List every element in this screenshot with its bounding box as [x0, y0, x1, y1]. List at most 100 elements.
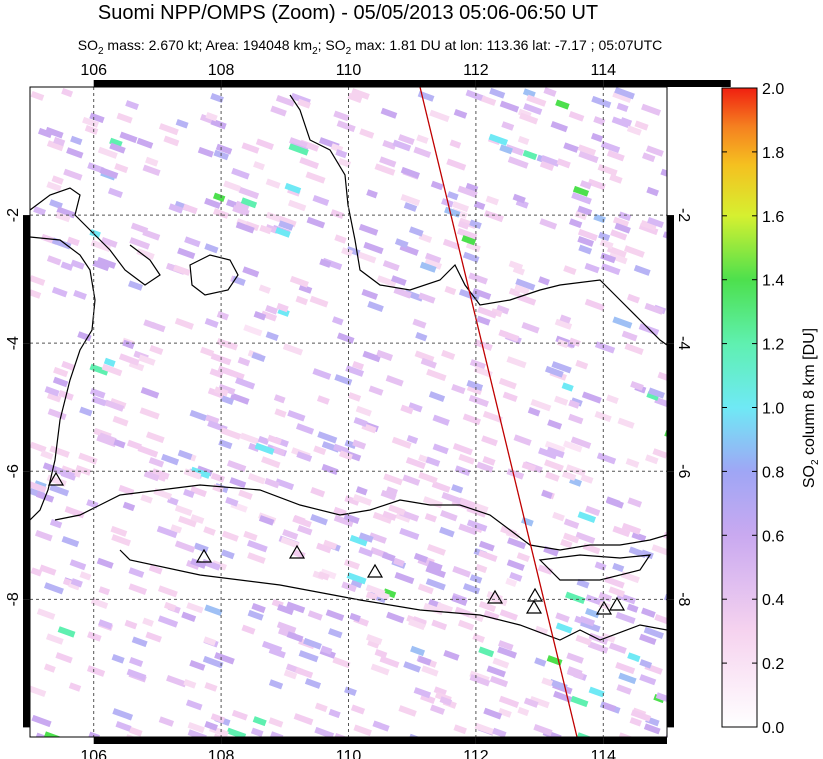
- so2-pixel: [112, 415, 129, 427]
- subscript: 2: [98, 46, 104, 57]
- volcano: [526, 587, 544, 602]
- so2-pixel: [223, 180, 242, 192]
- so2-pixel: [57, 626, 76, 638]
- so2-pixel: [173, 264, 191, 276]
- so2-pixel: [628, 546, 647, 558]
- so2-pixel: [317, 571, 330, 581]
- so2-pixel: [568, 218, 583, 229]
- so2-pixel: [415, 332, 428, 342]
- so2-pixel: [278, 215, 297, 228]
- so2-pixel: [472, 633, 485, 643]
- so2-pixel: [213, 733, 228, 737]
- so2-pixel: [92, 260, 110, 272]
- so2-pixel: [314, 702, 328, 713]
- so2-pixel: [30, 275, 46, 286]
- so2-pixel: [56, 206, 76, 219]
- so2-pixel: [639, 633, 657, 645]
- so2-pixel: [284, 182, 302, 194]
- so2-pixel: [432, 414, 450, 426]
- so2-pixel: [590, 132, 604, 143]
- so2-pixel: [575, 634, 592, 646]
- so2-pixel: [615, 661, 636, 675]
- so2-pixel: [31, 714, 52, 728]
- so2-pixel: [509, 572, 523, 582]
- so2-pixel: [294, 666, 314, 679]
- so2-pixel: [506, 468, 525, 480]
- so2-pixel: [563, 265, 577, 275]
- so2-pixel: [579, 180, 592, 190]
- y-tick-label: -4: [675, 336, 692, 350]
- so2-pixel: [612, 216, 630, 228]
- so2-pixel: [45, 633, 64, 645]
- so2-pixel: [51, 175, 64, 185]
- so2-pixel: [587, 641, 609, 654]
- so2-pixel: [186, 559, 200, 570]
- colorbar-tick-label: 1.0: [762, 401, 784, 418]
- so2-pixel: [526, 94, 547, 107]
- so2-pixel: [604, 576, 625, 589]
- so2-pixel: [69, 559, 87, 571]
- so2-pixel: [138, 354, 156, 366]
- so2-pixel: [402, 474, 421, 486]
- so2-pixel: [543, 545, 559, 557]
- so2-pixel: [545, 365, 564, 378]
- so2-pixel: [287, 410, 306, 422]
- so2-pixel: [498, 377, 517, 390]
- so2-pixel: [570, 436, 592, 449]
- so2-pixel: [325, 609, 345, 621]
- so2-pixel: [90, 239, 111, 253]
- so2-pixel: [372, 511, 393, 524]
- so2-pixel: [476, 461, 494, 473]
- so2-pixel: [235, 377, 256, 390]
- so2-pixel: [53, 366, 69, 378]
- so2-pixel: [469, 219, 482, 230]
- so2-pixel: [400, 404, 414, 415]
- so2-pixel: [498, 329, 520, 342]
- so2-pixel: [247, 473, 266, 485]
- y-tick-label: -6: [675, 464, 692, 478]
- so2-pixel: [594, 341, 616, 354]
- so2-pixel: [418, 233, 433, 243]
- so2-pixel: [168, 203, 184, 214]
- so2-pixel: [478, 540, 495, 552]
- so2-pixel: [149, 345, 164, 356]
- so2-pixel: [562, 532, 580, 544]
- so2-pixel: [174, 317, 194, 330]
- so2-pixel: [597, 163, 618, 177]
- so2-pixel: [203, 526, 216, 536]
- so2-pixel: [183, 488, 195, 499]
- so2-pixel: [174, 504, 193, 517]
- so2-pixel: [555, 612, 570, 623]
- so2-pixel: [61, 535, 80, 548]
- so2-pixel: [299, 157, 320, 170]
- so2-pixel: [99, 167, 119, 179]
- so2-pixel: [643, 626, 664, 639]
- frame-bar: [603, 80, 731, 87]
- so2-pixel: [241, 624, 256, 635]
- so2-pixel: [239, 432, 260, 445]
- so2-pixel: [408, 618, 426, 631]
- so2-pixel: [425, 565, 446, 578]
- so2-pixel: [482, 456, 496, 466]
- so2-pixel: [414, 350, 435, 363]
- so2-pixel: [645, 145, 664, 157]
- so2-pixel: [268, 647, 286, 659]
- so2-pixel: [129, 656, 144, 668]
- so2-pixel: [258, 284, 271, 294]
- so2-pixel: [618, 672, 637, 685]
- so2-pixel: [443, 649, 460, 661]
- so2-pixel: [598, 231, 611, 242]
- so2-pixel: [98, 586, 111, 596]
- so2-pixel: [261, 456, 281, 469]
- so2-pixel: [368, 385, 384, 396]
- so2-pixel: [307, 610, 323, 621]
- so2-pixel: [382, 510, 397, 521]
- so2-pixel: [478, 646, 495, 658]
- so2-pixel: [458, 523, 478, 536]
- so2-pixel: [451, 383, 466, 395]
- so2-pixel: [608, 252, 628, 265]
- so2-pixel: [312, 194, 330, 206]
- so2-pixel: [418, 292, 436, 304]
- frame-bar: [475, 80, 604, 87]
- so2-pixel: [319, 258, 332, 268]
